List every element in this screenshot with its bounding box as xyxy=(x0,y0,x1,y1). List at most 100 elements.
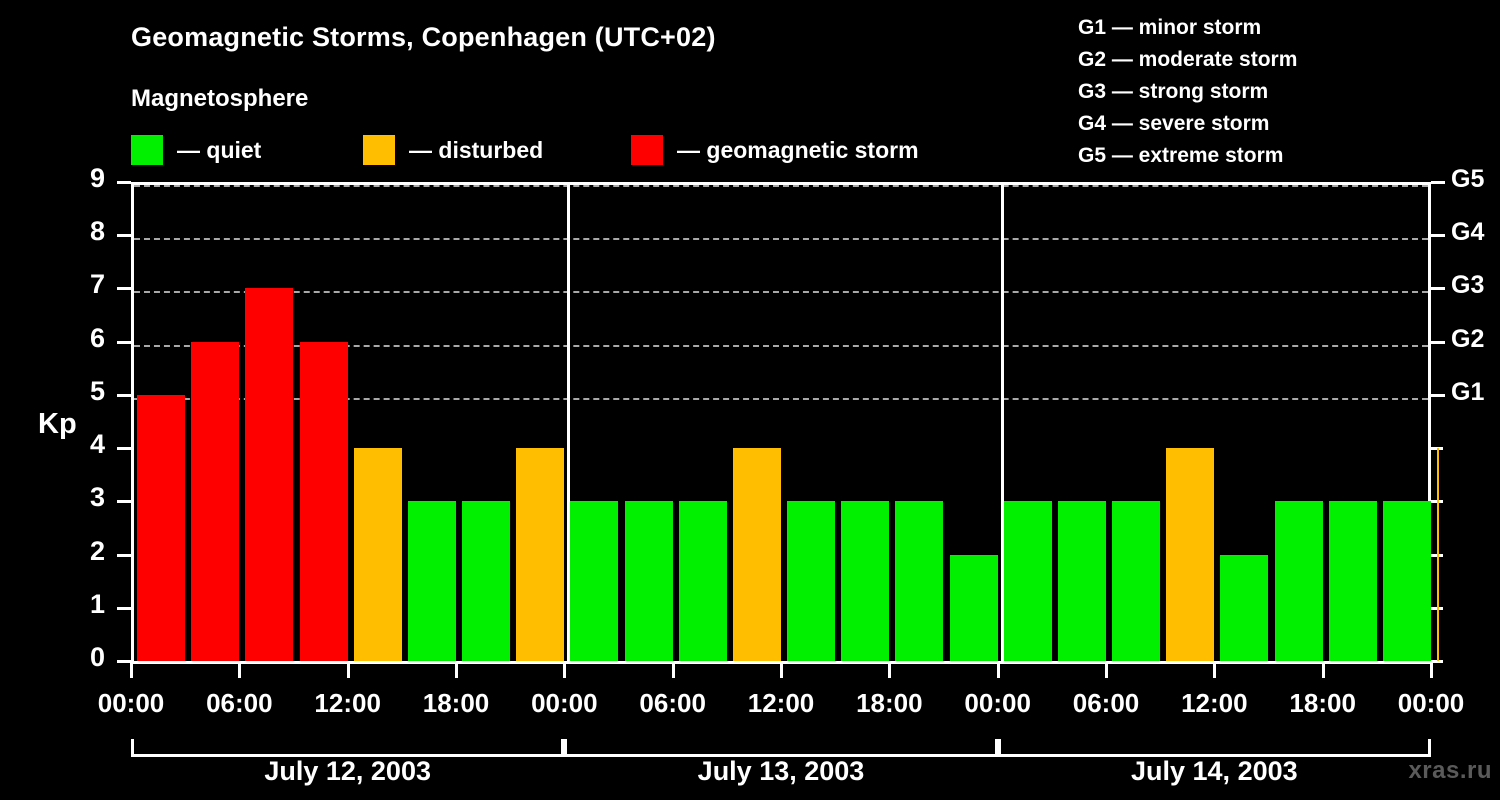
x-tick-label: 06:00 xyxy=(639,688,706,718)
plot-area xyxy=(131,182,1439,664)
y-tick xyxy=(117,553,131,557)
y-tick xyxy=(117,447,131,451)
g-tick-label: G4 xyxy=(1451,218,1485,247)
x-tick xyxy=(888,661,892,678)
plot-inner xyxy=(134,185,1439,664)
x-tick-label: 12:00 xyxy=(747,688,815,718)
page-title: Geomagnetic Storms, Copenhagen (UTC+02) xyxy=(131,22,716,52)
y-tick-label: 5 xyxy=(89,375,105,406)
x-tick-label: 06:00 xyxy=(1072,688,1140,718)
legend-item-0: — quiet xyxy=(131,132,261,168)
storm-scale-row-1: G1 — minor storm xyxy=(1078,16,1262,39)
bar xyxy=(678,501,727,661)
x-tick xyxy=(1321,661,1325,678)
g-tick-label: G1 xyxy=(1451,377,1485,406)
y-tick-label: 7 xyxy=(89,269,105,300)
bar xyxy=(624,501,673,661)
bar xyxy=(949,554,998,661)
x-tick xyxy=(671,661,675,678)
bar xyxy=(299,341,348,661)
y-tick xyxy=(117,606,131,610)
day-bracket xyxy=(564,739,998,757)
bar xyxy=(895,501,944,661)
y-tick xyxy=(117,287,131,291)
storm-scale-row-2: G2 — moderate storm xyxy=(1078,48,1298,71)
bar xyxy=(1166,448,1215,661)
chart-subtitle: Magnetosphere xyxy=(131,85,309,112)
bar xyxy=(1112,501,1161,661)
x-tick xyxy=(1430,661,1433,678)
day-label: July 13, 2003 xyxy=(697,756,865,786)
g-tick xyxy=(1431,393,1445,397)
x-tick-label: 00:00 xyxy=(97,688,165,718)
x-tick-label: 12:00 xyxy=(1181,688,1248,718)
bar xyxy=(1220,554,1269,661)
watermark: xras.ru xyxy=(1408,757,1492,784)
g-tick xyxy=(1431,287,1445,291)
y-tick xyxy=(117,181,131,184)
x-tick xyxy=(346,661,350,678)
legend-item-2: — geomagnetic storm xyxy=(631,132,919,168)
x-tick xyxy=(563,661,567,678)
legend-swatch-icon xyxy=(131,135,163,165)
x-tick-label: 00:00 xyxy=(964,688,1031,718)
g-tick xyxy=(1431,340,1445,344)
x-tick-label: 00:00 xyxy=(531,688,598,718)
x-tick-label: 18:00 xyxy=(856,688,923,718)
legend-item-label: — disturbed xyxy=(409,136,544,163)
storm-scale-row-4: G4 — severe storm xyxy=(1078,112,1270,135)
x-tick xyxy=(1105,661,1108,678)
x-tick-label: 00:00 xyxy=(1397,688,1465,718)
day-separator xyxy=(1000,185,1004,664)
x-tick xyxy=(238,661,242,678)
y-tick xyxy=(117,340,131,344)
x-tick xyxy=(1213,661,1217,678)
y-tick-label: 1 xyxy=(89,588,105,619)
bar xyxy=(1003,501,1052,661)
gridline xyxy=(134,397,1428,400)
x-tick-label: 12:00 xyxy=(314,688,381,718)
gridline xyxy=(134,185,1428,187)
y-tick-label: 6 xyxy=(89,322,105,353)
x-tick-label: 06:00 xyxy=(206,688,273,718)
y-axis-title: Kp xyxy=(38,408,77,440)
g-tick xyxy=(1431,181,1445,184)
gridline xyxy=(134,344,1428,347)
legend-swatch-icon xyxy=(631,135,663,165)
gridline xyxy=(134,238,1428,241)
y-tick-label: 4 xyxy=(89,429,105,460)
day-bracket xyxy=(997,739,1431,757)
x-tick xyxy=(130,661,133,678)
legend-item-label: — geomagnetic storm xyxy=(677,136,919,163)
x-tick xyxy=(455,661,458,678)
y-tick xyxy=(117,393,131,397)
g-tick xyxy=(1431,234,1445,238)
g-tick-label: G2 xyxy=(1451,324,1485,353)
y-tick xyxy=(117,500,131,504)
x-tick-label: 18:00 xyxy=(422,688,490,718)
bar xyxy=(1328,501,1377,661)
day-bracket xyxy=(131,739,565,757)
bar xyxy=(1057,501,1106,661)
day-label: July 12, 2003 xyxy=(264,756,431,786)
storm-scale-legend: G1 — minor storm G2 — moderate storm G3 — … xyxy=(1078,12,1297,172)
bar xyxy=(732,448,781,661)
y-tick-label: 8 xyxy=(89,216,105,247)
bar xyxy=(245,288,294,661)
bar xyxy=(462,501,511,661)
gridline xyxy=(134,291,1428,294)
bar xyxy=(191,341,240,661)
y-tick xyxy=(117,660,131,663)
day-separator xyxy=(567,185,571,664)
x-tick xyxy=(996,661,1000,678)
bar xyxy=(787,501,836,661)
bar xyxy=(1437,448,1439,661)
bar xyxy=(1274,501,1323,661)
x-tick-label: 18:00 xyxy=(1289,688,1356,718)
legend-swatch-icon xyxy=(363,135,395,165)
storm-scale-row-5: G5 — extreme storm xyxy=(1078,144,1284,167)
day-label: July 14, 2003 xyxy=(1131,756,1298,786)
g-tick-label: G3 xyxy=(1451,271,1485,300)
legend-item-label: — quiet xyxy=(177,136,262,163)
